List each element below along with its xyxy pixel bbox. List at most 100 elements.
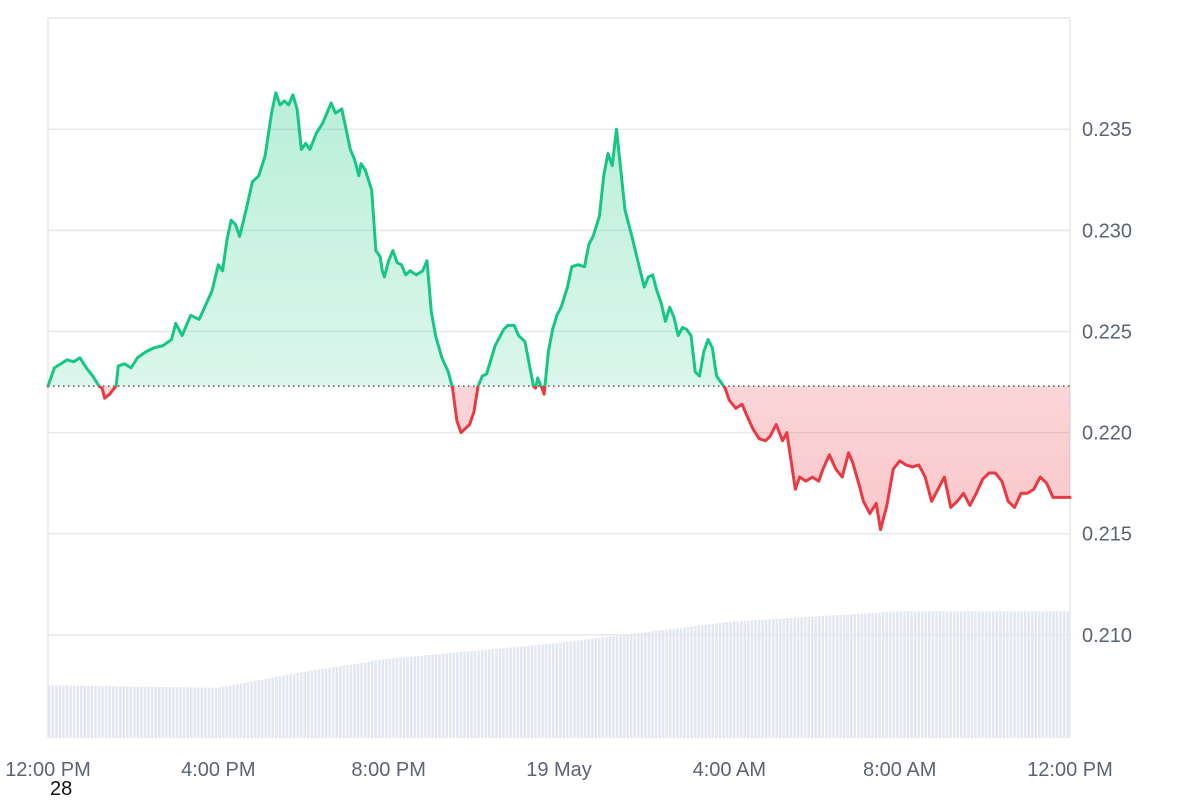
volume-bar xyxy=(271,677,275,738)
volume-bar xyxy=(111,686,115,738)
volume-bar xyxy=(814,616,818,738)
volume-bar xyxy=(363,662,367,739)
volume-bar xyxy=(434,654,438,739)
volume-bar xyxy=(356,663,360,739)
volume-bar xyxy=(924,611,928,738)
volume-bar xyxy=(463,651,466,738)
volume-bar xyxy=(984,611,988,738)
volume-bar xyxy=(232,684,236,738)
volume-bar xyxy=(977,611,981,738)
volume-bar xyxy=(807,616,810,738)
volume-bar xyxy=(480,650,484,738)
volume-bar xyxy=(747,620,750,738)
volume-bar xyxy=(491,649,495,738)
volume-bar xyxy=(360,662,363,738)
volume-bar xyxy=(1055,611,1059,738)
volume-bar xyxy=(218,687,221,738)
volume-bar xyxy=(647,631,651,738)
volume-bar xyxy=(612,636,615,738)
volume-bar xyxy=(569,641,573,738)
volume-bar xyxy=(154,686,158,738)
volume-bar xyxy=(860,613,864,738)
price-line xyxy=(46,91,1072,532)
volume-bar xyxy=(534,645,537,739)
volume-bar xyxy=(768,619,771,738)
volume-bar xyxy=(1038,611,1041,738)
volume-bar xyxy=(1062,611,1066,738)
volume-bar xyxy=(399,657,402,738)
volume-bar xyxy=(949,611,952,738)
volume-bar xyxy=(519,646,523,738)
volume-bar xyxy=(495,648,498,739)
volume-bar xyxy=(83,685,87,738)
volume-bar xyxy=(243,682,246,738)
y-tick-label: 0.230 xyxy=(1082,220,1132,242)
volume-bar xyxy=(466,651,470,739)
volume-bar xyxy=(1059,611,1062,738)
volume-bar xyxy=(395,657,399,739)
volume-bar xyxy=(974,611,977,738)
volume-bar xyxy=(1023,611,1027,738)
volume-bar xyxy=(729,621,732,738)
volume-bar xyxy=(456,652,459,739)
volume-bar xyxy=(573,640,576,738)
volume-bar xyxy=(906,611,910,738)
volume-bar xyxy=(874,612,878,738)
volume-bar xyxy=(828,615,832,738)
volume-bar xyxy=(459,652,463,738)
volume-bar xyxy=(133,686,136,738)
volume-bar xyxy=(448,653,452,738)
volume-bar xyxy=(126,686,129,738)
y-tick-label: 0.215 xyxy=(1082,524,1132,546)
volume-bar xyxy=(335,666,338,738)
volume-bar xyxy=(97,686,101,738)
volume-bar xyxy=(296,672,299,738)
volume-bar xyxy=(65,685,69,738)
volume-bar xyxy=(775,618,779,738)
volume-bar xyxy=(484,649,488,739)
volume-bar xyxy=(544,644,548,739)
volume-bar xyxy=(175,687,179,738)
volume-bar xyxy=(285,674,289,738)
volume-bar xyxy=(761,619,764,738)
volume-bar xyxy=(619,635,622,738)
area-below-baseline xyxy=(48,386,1070,530)
volume-bar xyxy=(871,612,874,738)
volume-bar xyxy=(999,611,1002,738)
price-line-down xyxy=(46,386,1072,532)
x-tick-label: 8:00 AM xyxy=(863,759,936,781)
volume-bar xyxy=(1013,611,1016,738)
volume-bar xyxy=(165,687,168,738)
x-tick-label: 4:00 PM xyxy=(181,759,255,781)
volume-bar xyxy=(832,615,835,738)
volume-bar xyxy=(228,685,232,738)
volume-bar xyxy=(509,647,512,738)
volume-bar xyxy=(718,622,722,738)
volume-bar xyxy=(168,687,172,738)
volume-bar xyxy=(1020,611,1023,738)
volume-bar xyxy=(821,616,825,738)
volume-bar xyxy=(473,650,477,739)
volume-bar xyxy=(920,611,924,738)
x-tick-label: 8:00 PM xyxy=(351,759,425,781)
volume-bar xyxy=(594,638,598,738)
y-tick-label: 0.225 xyxy=(1082,321,1132,343)
volume-bar xyxy=(331,667,335,739)
volume-bar xyxy=(193,687,197,738)
volume-bar xyxy=(136,686,140,738)
volume-bar xyxy=(143,686,147,738)
volume-bar xyxy=(303,671,307,739)
volume-bar xyxy=(548,643,551,738)
volume-bar xyxy=(253,680,257,738)
volume-bar xyxy=(264,678,268,738)
volume-bar xyxy=(402,657,406,739)
volume-bar xyxy=(995,611,999,738)
volume-bar xyxy=(835,615,839,738)
volume-bar xyxy=(849,614,853,738)
volume-bar xyxy=(608,636,612,738)
volume-bar xyxy=(104,686,108,738)
volume-bar xyxy=(580,640,583,738)
volume-bar xyxy=(796,617,800,738)
volume-bar xyxy=(952,611,956,738)
